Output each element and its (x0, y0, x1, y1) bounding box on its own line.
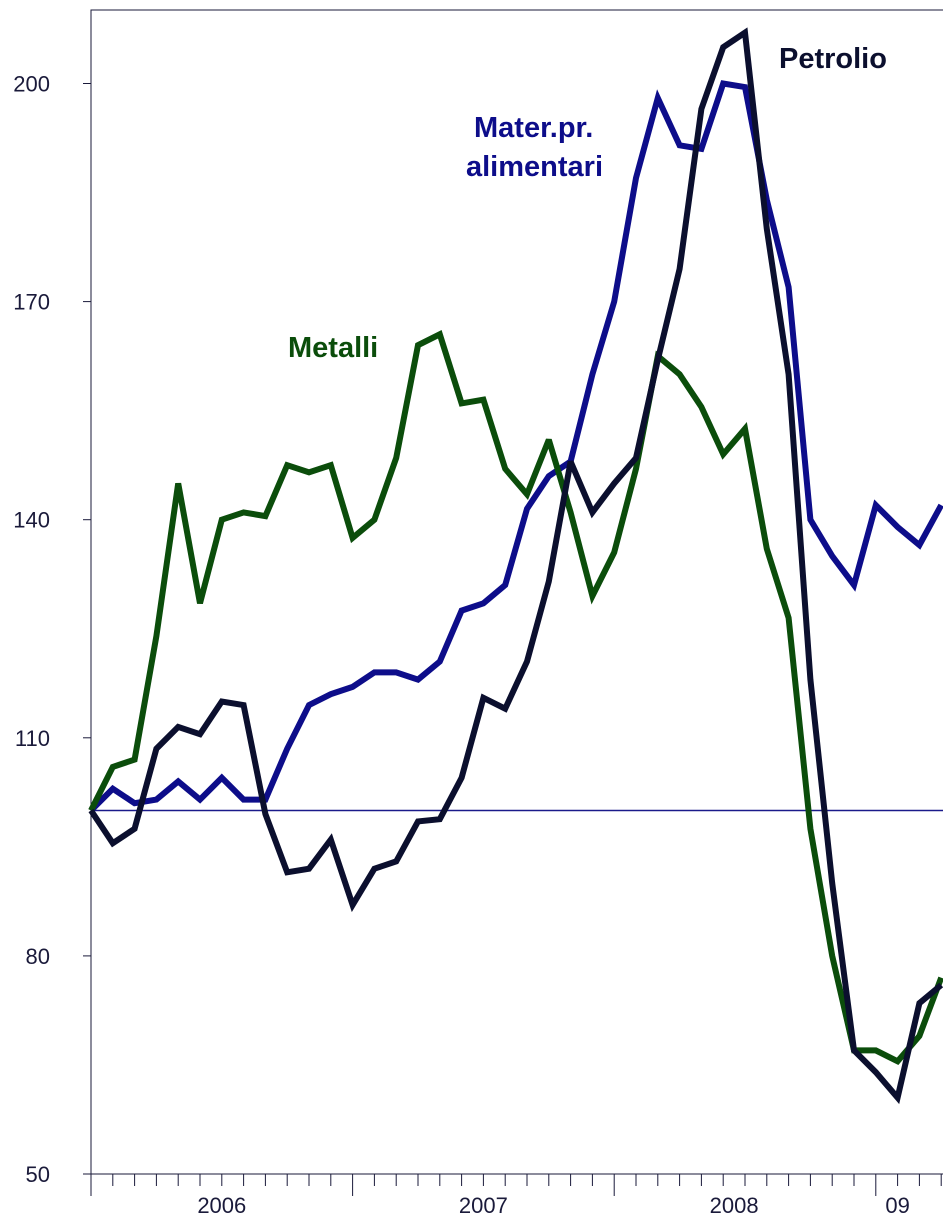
series-line-petrolio (88, 27, 943, 1105)
series-label-petrolio: Petrolio (779, 43, 887, 75)
series-label-materie-prime-line1: Mater.pr. (474, 112, 593, 144)
series-label-metalli: Metalli (288, 332, 378, 364)
y-tick-label: 170 (13, 290, 50, 315)
series-label-materie-prime-line2: alimentari (466, 151, 603, 183)
y-tick-label: 140 (13, 508, 50, 533)
x-tick-label: 2006 (197, 1193, 246, 1218)
x-tick-label: 2008 (710, 1193, 759, 1218)
x-tick-label: 2007 (459, 1193, 508, 1218)
x-tick-label: 09 (885, 1193, 909, 1218)
y-tick-label: 50 (26, 1162, 50, 1187)
plot-frame (90, 9, 943, 1175)
y-tick-label: 110 (15, 726, 50, 751)
y-tick-label: 80 (26, 944, 50, 969)
y-tick-label: 200 (13, 72, 50, 97)
series-line-materie-prime-alimentari (88, 80, 943, 813)
series-line-metalli (88, 330, 943, 1066)
